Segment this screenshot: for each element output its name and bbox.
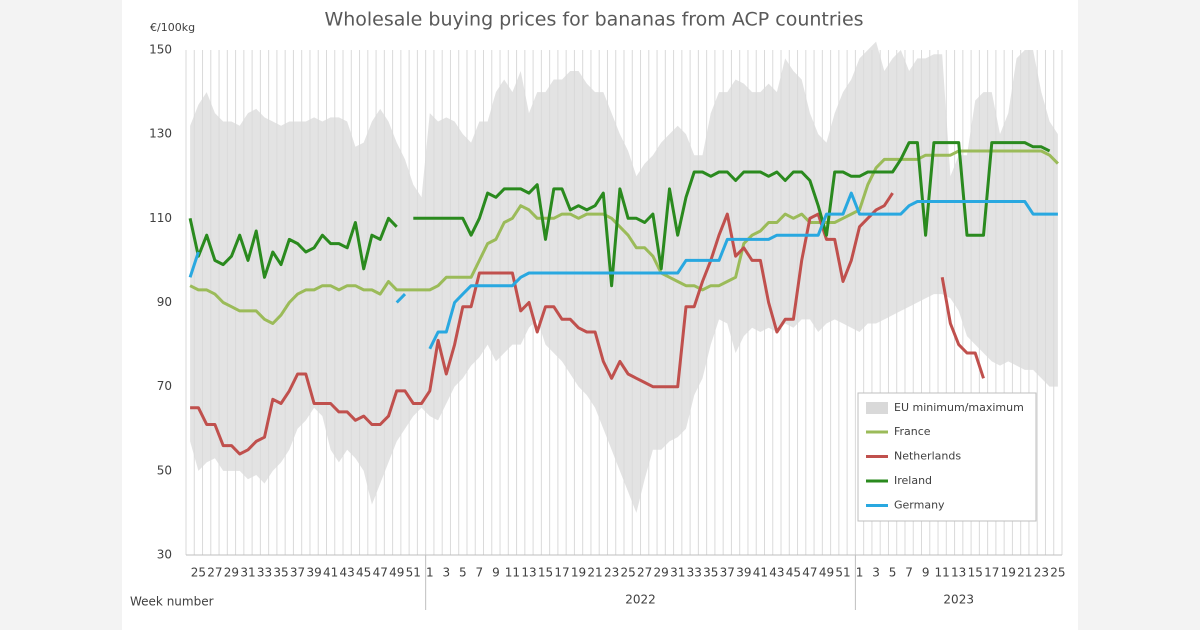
x-tick-label: 11 [935, 566, 950, 580]
y-tick-label: 90 [157, 295, 172, 309]
year-label: 2023 [943, 593, 974, 607]
x-tick-label: 1 [426, 566, 434, 580]
x-tick-label: 3 [443, 566, 451, 580]
year-label: 2022 [625, 593, 656, 607]
x-tick-label: 49 [819, 566, 834, 580]
x-tick-label: 37 [290, 566, 305, 580]
x-tick-label: 45 [786, 566, 801, 580]
x-tick-label: 23 [604, 566, 619, 580]
x-tick-label: 21 [1017, 566, 1032, 580]
x-tick-label: 19 [1001, 566, 1016, 580]
x-tick-label: 51 [835, 566, 850, 580]
x-tick-label: 35 [273, 566, 288, 580]
y-tick-label: 150 [149, 43, 172, 57]
x-tick-label: 47 [373, 566, 388, 580]
x-tick-label: 17 [984, 566, 999, 580]
x-tick-label: 15 [968, 566, 983, 580]
x-tick-label: 21 [587, 566, 602, 580]
x-tick-label: 47 [802, 566, 817, 580]
x-tick-label: 43 [769, 566, 784, 580]
x-tick-label: 19 [571, 566, 586, 580]
y-tick-label: 50 [157, 463, 172, 477]
x-tick-label: 9 [492, 566, 500, 580]
y-axis-label: €/100kg [150, 21, 195, 34]
x-tick-label: 17 [554, 566, 569, 580]
x-tick-label: 7 [476, 566, 484, 580]
legend-label: Netherlands [894, 450, 961, 463]
x-tick-label: 39 [736, 566, 751, 580]
x-tick-label: 25 [191, 566, 206, 580]
chart-title: Wholesale buying prices for bananas from… [324, 9, 863, 31]
series-line [189, 149, 1059, 325]
x-tick-label: 25 [1050, 566, 1065, 580]
legend-label: EU minimum/maximum [894, 401, 1024, 414]
x-tick-label: 31 [670, 566, 685, 580]
x-tick-label: 23 [1034, 566, 1049, 580]
x-tick-label: 7 [905, 566, 913, 580]
x-tick-label: 41 [753, 566, 768, 580]
x-tick-label: 29 [224, 566, 239, 580]
series-line [188, 191, 1058, 350]
x-tick-label: 33 [257, 566, 272, 580]
legend-label: Germany [894, 499, 945, 512]
legend-label: Ireland [894, 474, 932, 487]
series-line [190, 192, 985, 456]
legend-label: France [894, 425, 931, 438]
x-tick-label: 51 [406, 566, 421, 580]
x-tick-label: 49 [389, 566, 404, 580]
x-tick-label: 1 [856, 566, 864, 580]
x-tick-label: 3 [872, 566, 880, 580]
x-tick-label: 37 [720, 566, 735, 580]
x-tick-label: 35 [703, 566, 718, 580]
x-tick-label: 25 [620, 566, 635, 580]
series-line [188, 141, 1051, 288]
x-tick-label: 41 [323, 566, 338, 580]
x-tick-label: 45 [356, 566, 371, 580]
x-tick-label: 5 [889, 566, 897, 580]
x-tick-label: 39 [306, 566, 321, 580]
y-tick-label: 30 [157, 548, 172, 562]
x-tick-label: 15 [538, 566, 553, 580]
x-tick-label: 33 [687, 566, 702, 580]
y-tick-label: 110 [149, 211, 172, 225]
legend-swatch [866, 402, 888, 414]
x-tick-label: 9 [922, 566, 930, 580]
x-tick-label: 43 [340, 566, 355, 580]
x-tick-label: 27 [207, 566, 222, 580]
y-tick-label: 130 [149, 127, 172, 141]
x-tick-label: 13 [521, 566, 536, 580]
x-tick-label: 13 [951, 566, 966, 580]
x-axis-label: Week number [130, 595, 214, 609]
x-tick-label: 27 [637, 566, 652, 580]
x-tick-label: 5 [459, 566, 467, 580]
x-tick-label: 31 [240, 566, 255, 580]
y-tick-label: 70 [157, 379, 172, 393]
x-tick-label: 11 [505, 566, 520, 580]
x-tick-label: 29 [654, 566, 669, 580]
